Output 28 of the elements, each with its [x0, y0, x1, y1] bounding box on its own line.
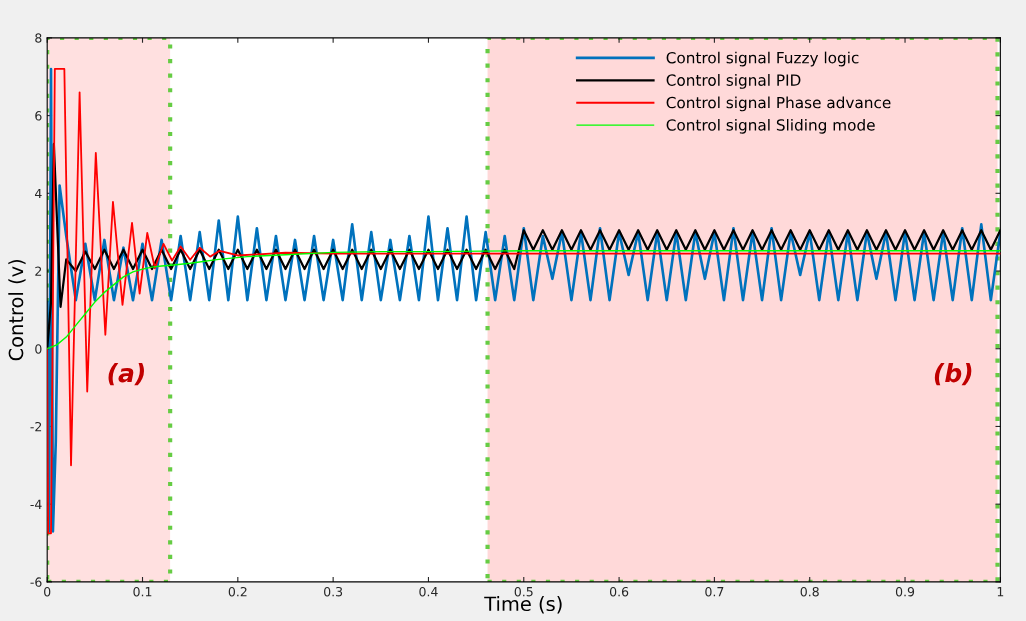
x-tick-label: 0.3 [324, 586, 343, 597]
x-tick-label: 0 [44, 586, 51, 597]
x-tick-label: 0.7 [705, 586, 724, 597]
x-tick-label: 1 [997, 587, 1004, 597]
legend-label: Control signal Fuzzy logic [666, 51, 859, 67]
y-tick-label: -4 [30, 499, 42, 509]
x-axis-title: Time (s) [484, 596, 562, 614]
x-tick-label: 0.6 [609, 586, 629, 597]
y-tick-label: 2 [35, 266, 42, 276]
y-tick-label: 6 [35, 111, 42, 121]
band-label: (a) [108, 363, 144, 386]
line-series [47, 250, 1001, 350]
x-tick-label: 0.4 [419, 586, 438, 597]
x-tick-label: 0.2 [228, 586, 247, 597]
x-tick-label: 0.5 [514, 586, 533, 597]
y-tick-label: 0 [35, 344, 42, 354]
y-tick-label: -6 [30, 577, 42, 587]
y-axis-title: Control (v) [8, 259, 26, 361]
x-tick-label: 0.1 [133, 586, 152, 597]
y-tick-label: 4 [34, 188, 42, 199]
legend-label: Control signal Phase advance [666, 96, 891, 112]
x-tick-label: 0.9 [895, 586, 915, 597]
y-tick-label: 8 [35, 33, 42, 43]
x-tick-label: 0.8 [800, 586, 819, 597]
band-label: (b) [934, 363, 972, 386]
legend-label: Control signal PID [666, 74, 801, 89]
legend-label: Control signal Sliding mode [666, 118, 875, 134]
y-tick-label: -2 [30, 421, 42, 432]
